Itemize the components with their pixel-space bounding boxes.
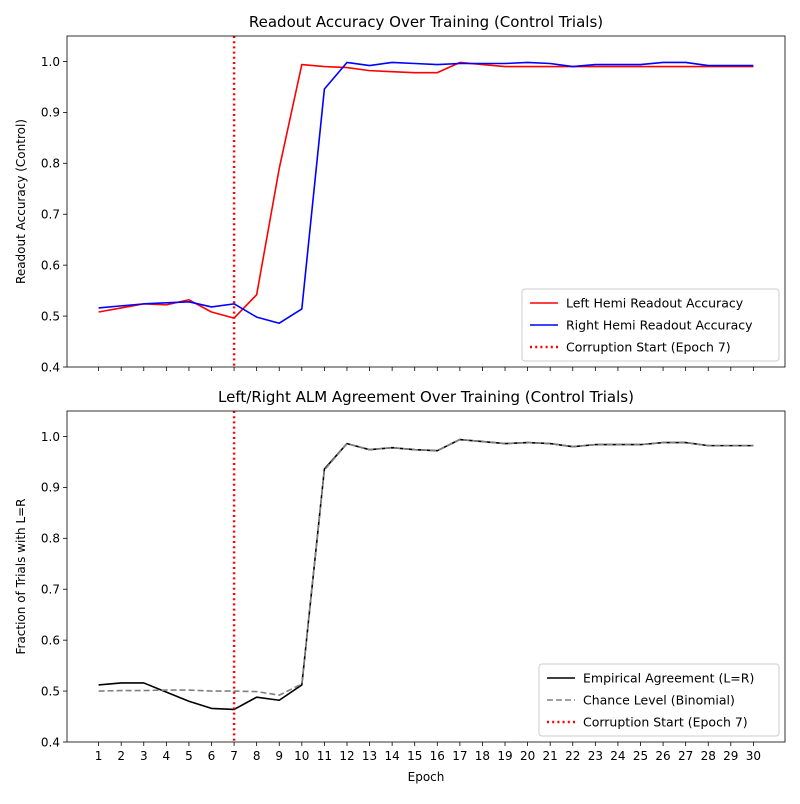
y-tick-label: 0.8 <box>41 157 60 171</box>
y-tick-label: 0.5 <box>41 684 60 698</box>
y-tick-label: 1.0 <box>41 55 60 69</box>
x-tick-label: 4 <box>163 749 171 763</box>
x-tick-label: 13 <box>362 749 377 763</box>
y-tick-label: 0.7 <box>41 583 60 597</box>
y-tick-label: 0.7 <box>41 208 60 222</box>
y-axis-label: Fraction of Trials with L=R <box>14 498 28 654</box>
series-line-1 <box>98 61 754 319</box>
x-tick-label: 7 <box>230 749 238 763</box>
x-tick-label: 19 <box>497 749 512 763</box>
legend: Empirical Agreement (L=R) Chance Level (B… <box>538 663 780 737</box>
y-tick-label: 0.4 <box>41 735 60 749</box>
plot-frame <box>66 410 786 743</box>
series-line-2 <box>98 61 754 325</box>
y-tick-label: 1.0 <box>41 430 60 444</box>
x-tick-label: 10 <box>294 749 309 763</box>
x-tick-label: 12 <box>339 749 354 763</box>
x-tick-label: 11 <box>317 749 332 763</box>
y-tick-label: 0.6 <box>41 258 60 272</box>
series-line-2 <box>98 438 754 696</box>
x-tick-label: 17 <box>452 749 467 763</box>
legend-label: Right Hemi Readout Accuracy <box>566 318 753 333</box>
y-tick-label: 0.4 <box>41 360 60 374</box>
x-tick-label: 1 <box>95 749 103 763</box>
x-tick-label: 18 <box>475 749 490 763</box>
x-tick-label: 24 <box>610 749 625 763</box>
x-tick-label: 27 <box>678 749 693 763</box>
chart-title: Left/Right ALM Agreement Over Training (… <box>218 388 634 406</box>
chart-panel-2: Left/Right ALM Agreement Over Training (… <box>14 388 786 784</box>
x-axis-label: Epoch <box>408 770 445 784</box>
x-tick-label: 23 <box>588 749 603 763</box>
y-tick-label: 0.9 <box>41 106 60 120</box>
legend-label: Empirical Agreement (L=R) <box>583 671 754 686</box>
chart-panel-1: Readout Accuracy Over Training (Control … <box>14 13 786 374</box>
y-tick-label: 0.8 <box>41 532 60 546</box>
x-tick-label: 3 <box>140 749 148 763</box>
legend-label: Corruption Start (Epoch 7) <box>566 340 731 355</box>
x-tick-label: 8 <box>253 749 261 763</box>
x-tick-label: 29 <box>723 749 738 763</box>
x-tick-label: 16 <box>430 749 445 763</box>
x-tick-label: 6 <box>208 749 216 763</box>
y-tick-label: 0.9 <box>41 481 60 495</box>
x-tick-label: 5 <box>185 749 193 763</box>
legend-box <box>521 288 780 362</box>
x-tick-label: 2 <box>117 749 125 763</box>
legend-label: Chance Level (Binomial) <box>583 693 735 708</box>
plot-frame <box>66 35 786 368</box>
legend-box <box>538 663 780 737</box>
x-tick-label: 14 <box>384 749 399 763</box>
x-tick-label: 15 <box>407 749 422 763</box>
legend-label: Corruption Start (Epoch 7) <box>583 715 748 730</box>
x-tick-label: 21 <box>543 749 558 763</box>
x-tick-label: 25 <box>633 749 648 763</box>
legend: Left Hemi Readout Accuracy Right Hemi Rea… <box>521 288 780 362</box>
y-axis-label: Readout Accuracy (Control) <box>14 119 28 284</box>
chart-title: Readout Accuracy Over Training (Control … <box>249 13 603 31</box>
x-tick-label: 30 <box>746 749 761 763</box>
x-tick-label: 9 <box>275 749 283 763</box>
y-tick-label: 0.6 <box>41 633 60 647</box>
y-tick-label: 0.5 <box>41 309 60 323</box>
x-tick-label: 26 <box>655 749 670 763</box>
x-tick-label: 20 <box>520 749 535 763</box>
x-tick-label: 22 <box>565 749 580 763</box>
x-tick-label: 28 <box>701 749 716 763</box>
legend-label: Left Hemi Readout Accuracy <box>566 296 744 311</box>
